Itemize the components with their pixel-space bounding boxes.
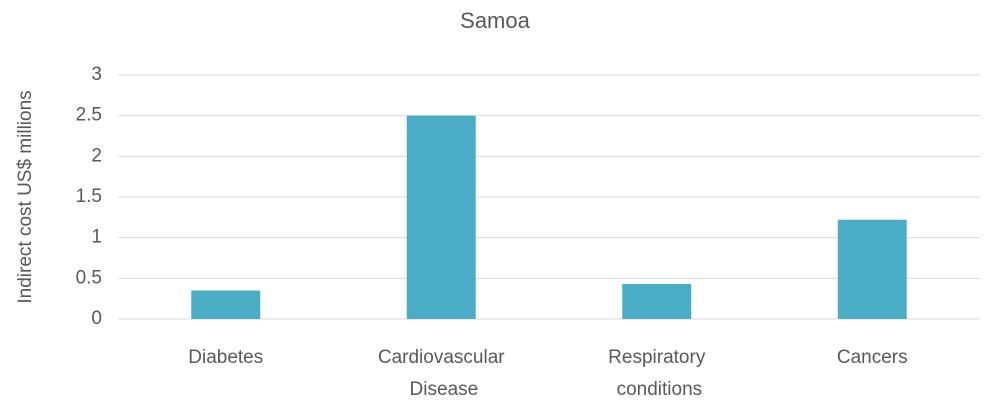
x-tick-label: Cancers [837, 347, 908, 368]
y-tick-label: 0.5 [76, 267, 102, 288]
bar [191, 290, 261, 319]
y-tick-label: 0 [91, 308, 102, 329]
y-tick-label: 2 [91, 145, 102, 166]
y-tick-label: 3 [91, 64, 102, 85]
y-tick-label: 1 [91, 227, 102, 248]
x-tick-label: Respiratory conditions [608, 347, 706, 400]
y-tick-label: 2.5 [76, 105, 102, 126]
chart-title: Samoa [460, 8, 530, 33]
y-tick-label: 1.5 [76, 186, 102, 207]
x-tick-label: Cardiovascular Disease [378, 347, 505, 400]
bar [837, 219, 907, 319]
bar [406, 115, 476, 320]
bar [622, 284, 692, 319]
x-tick-label: Diabetes [188, 347, 263, 368]
y-axis-label: Indirect cost US$ millions [15, 90, 36, 303]
